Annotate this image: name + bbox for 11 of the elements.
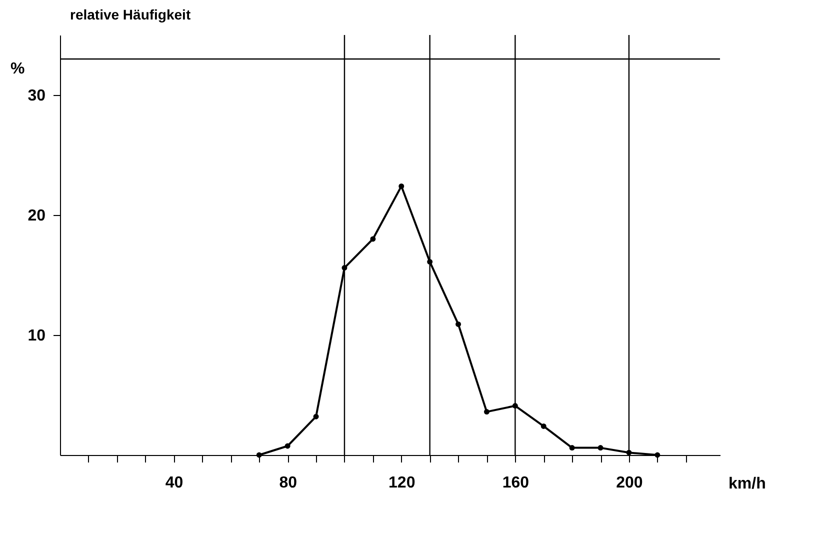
y-axis-title: % (10, 60, 25, 78)
x-tick-label: 120 (388, 474, 416, 492)
y-tick-label: 30 (28, 88, 46, 104)
x-tick-label: 80 (279, 474, 298, 492)
x-tick-label: 160 (502, 474, 530, 492)
y-tick-label: 10 (28, 328, 46, 344)
chart-title: relative Häufigkeit (70, 6, 191, 22)
x-tick-label: 200 (616, 474, 643, 492)
x-tick-label: 40 (165, 474, 184, 492)
x-axis-title: km/h (728, 476, 766, 492)
y-tick-label: 20 (28, 208, 46, 224)
